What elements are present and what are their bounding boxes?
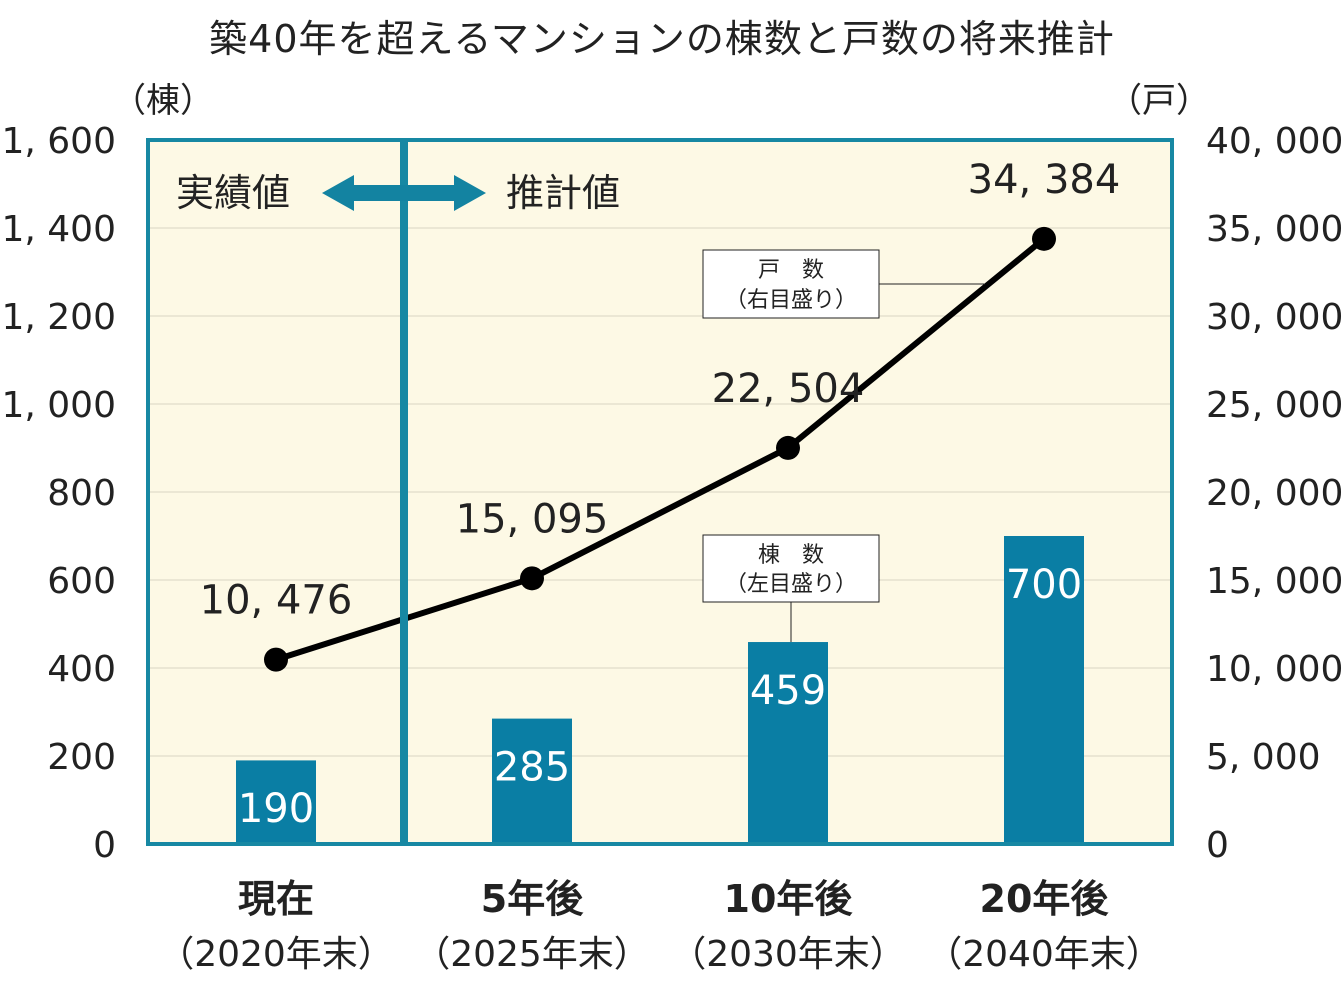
right-tick-label: 30, 000	[1206, 297, 1343, 338]
line-value-label: 34, 384	[968, 157, 1121, 203]
left-tick-label: 1, 400	[1, 209, 116, 250]
bar	[236, 760, 316, 844]
bar-series: 190 285 459 700	[236, 536, 1084, 844]
right-axis-unit: （戸）	[1108, 81, 1210, 121]
right-tick-label: 40, 000	[1206, 121, 1343, 162]
bar	[492, 718, 572, 844]
x-tick-label: 現在	[238, 877, 314, 921]
x-tick-label: 10年後	[724, 877, 854, 921]
left-tick-label: 200	[47, 737, 116, 778]
line-callout-title: 戸 数	[758, 258, 824, 283]
right-axis: 0 5, 000 10, 000 15, 000 20, 000 25, 000 30, 0…	[1206, 121, 1343, 866]
left-tick-label: 800	[47, 473, 116, 514]
line-series: 10, 476 15, 095 22, 504 34, 384	[200, 157, 1121, 672]
x-tick-sublabel: （2020年末）	[158, 934, 394, 975]
line-value-label: 15, 095	[456, 496, 609, 542]
x-tick-sublabel: （2040年末）	[926, 934, 1162, 975]
right-tick-label: 5, 000	[1206, 737, 1321, 778]
left-tick-label: 1, 200	[1, 297, 116, 338]
right-tick-label: 20, 000	[1206, 473, 1343, 514]
left-axis-unit: （棟）	[112, 81, 214, 121]
bar-value-label: 285	[494, 745, 570, 791]
line-point	[1032, 226, 1056, 251]
gridlines	[148, 227, 1172, 757]
left-tick-label: 1, 600	[1, 121, 116, 162]
right-tick-label: 25, 000	[1206, 385, 1343, 426]
double-arrow-icon	[322, 175, 486, 211]
right-tick-label: 35, 000	[1206, 209, 1343, 250]
x-tick-label: 20年後	[980, 877, 1110, 921]
bar-value-label: 459	[750, 668, 826, 714]
left-tick-label: 600	[47, 561, 116, 602]
line-callout-subtitle: （右目盛り）	[725, 288, 857, 313]
bar	[748, 642, 828, 844]
right-tick-label: 0	[1206, 825, 1229, 866]
bar-callout-box	[702, 534, 880, 603]
projected-label: 推計値	[506, 171, 620, 215]
line-callout-box	[702, 249, 880, 319]
bar-value-label: 700	[1006, 562, 1082, 608]
plot-frame	[146, 138, 1174, 846]
line-point	[264, 647, 288, 672]
line-point	[776, 435, 800, 460]
left-tick-label: 0	[93, 825, 116, 866]
line-value-label: 10, 476	[200, 578, 353, 624]
right-tick-label: 10, 000	[1206, 649, 1343, 690]
x-tick-sublabel: （2030年末）	[670, 934, 906, 975]
x-tick-label: 5年後	[481, 877, 584, 921]
bar-callout-subtitle: （左目盛り）	[725, 572, 857, 597]
x-axis: 現在 （2020年末） 5年後 （2025年末） 10年後 （2030年末） 20年後 （20…	[158, 877, 1162, 975]
left-tick-label: 400	[47, 649, 116, 690]
bar-value-label: 190	[238, 786, 314, 832]
chart-title: 築40年を超えるマンションの棟数と戸数の将来推計	[209, 17, 1115, 61]
actual-label: 実績値	[176, 171, 290, 215]
line-point	[520, 566, 544, 591]
left-tick-label: 1, 000	[1, 385, 116, 426]
left-axis: 0 200 400 600 800 1, 000 1, 200 1, 400 1, 600	[1, 121, 116, 866]
right-tick-label: 15, 000	[1206, 561, 1343, 602]
line-value-label: 22, 504	[712, 366, 865, 412]
bar	[1004, 536, 1084, 844]
x-tick-sublabel: （2025年末）	[414, 934, 650, 975]
bar-callout-title: 棟 数	[758, 543, 824, 568]
